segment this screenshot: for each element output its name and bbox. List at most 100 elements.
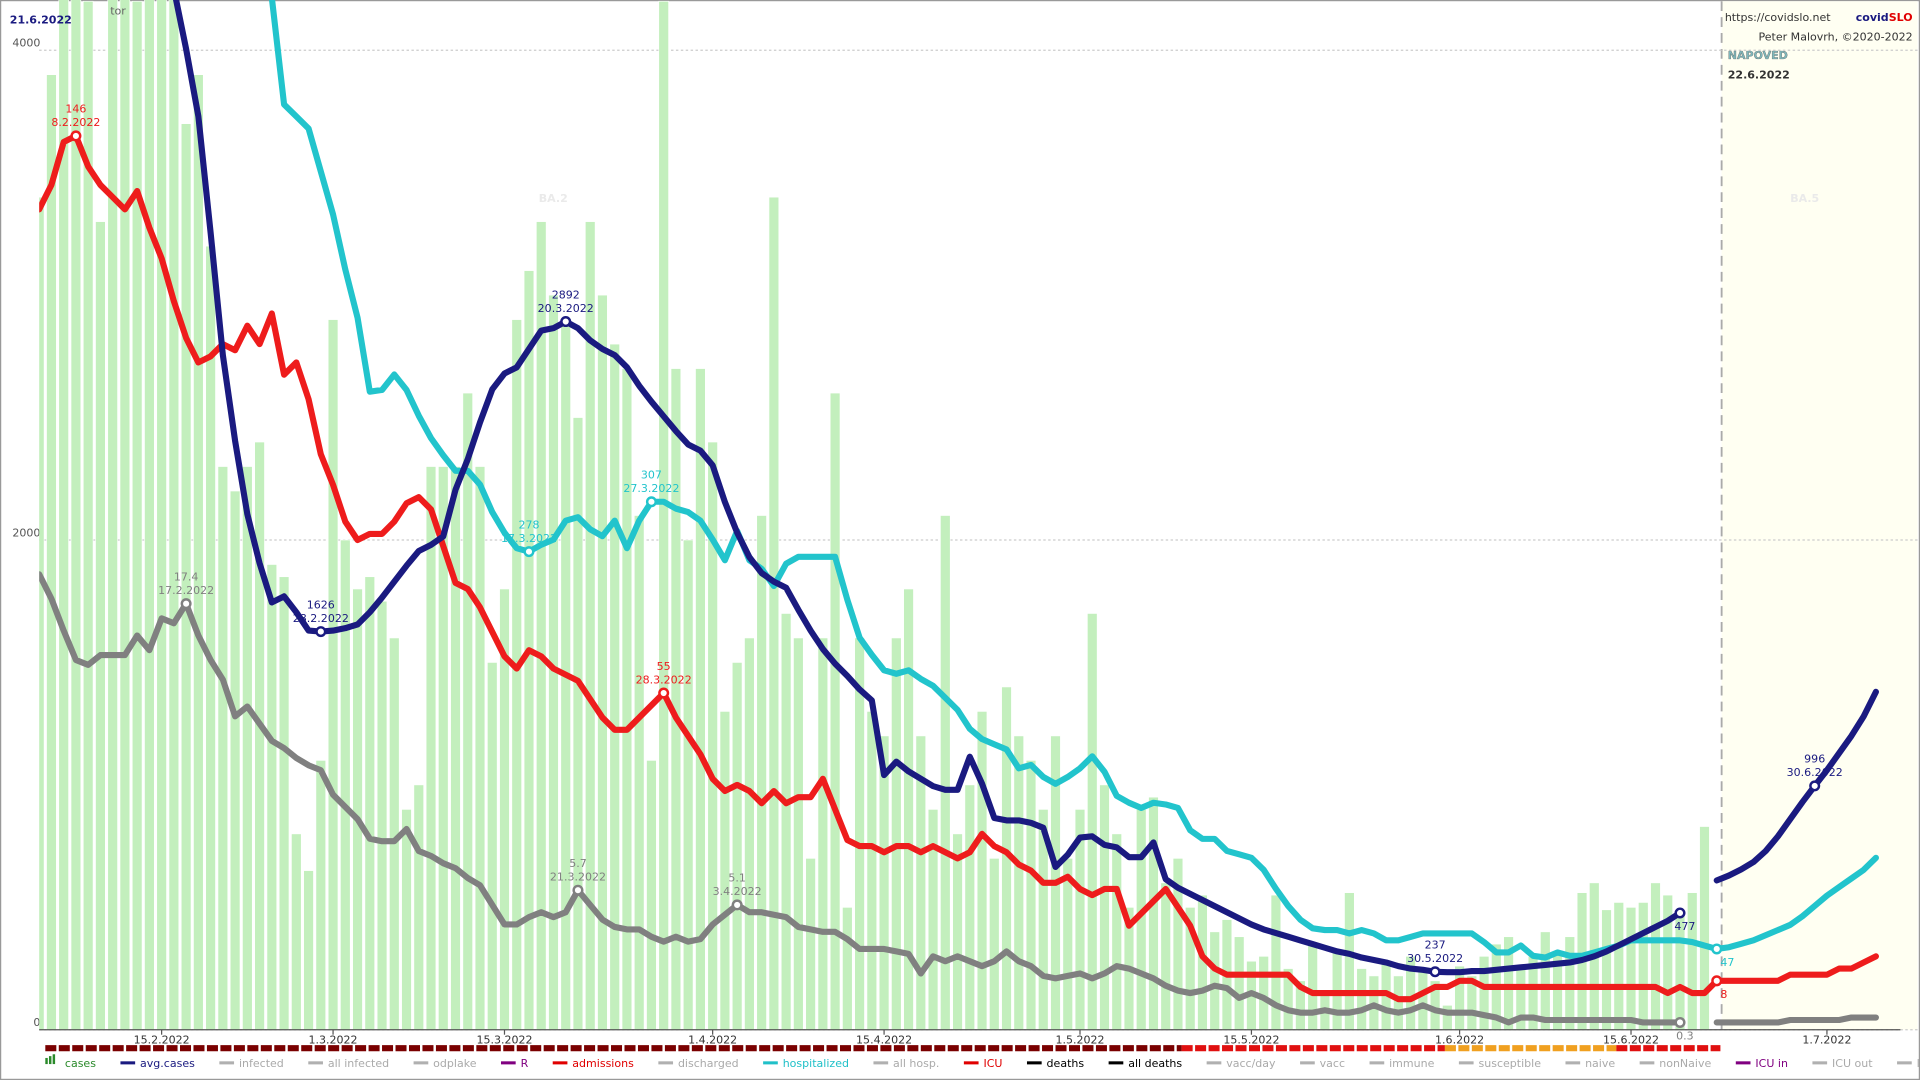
- annotations: 17.417.2.2022 5.721.3.2022 5.13.4.2022 0.3 1…: [51, 103, 1842, 1043]
- annotation-date: 17.3.2022: [501, 532, 557, 545]
- annotation-date: 30.6.2022: [1787, 766, 1843, 779]
- bar: [707, 441, 718, 1030]
- x-ticks: 15.2.2022 1.3.2022 15.3.2022 1.4.2022 15.4.2…: [134, 1029, 1851, 1046]
- legend-swatch: [48, 1056, 52, 1065]
- x-tick-label: 1.7.2022: [1802, 1033, 1851, 1046]
- bar: [1466, 975, 1478, 1030]
- annotation-value: 2892: [552, 288, 580, 301]
- annotation-date: 20.3.2022: [538, 302, 594, 315]
- annotation-value: 1626: [307, 598, 335, 611]
- bar: [1172, 858, 1184, 1030]
- bar: [315, 760, 327, 1030]
- bar: [340, 539, 351, 1030]
- legend-label: admissions: [572, 1057, 634, 1070]
- point-marker: [180, 598, 192, 610]
- bar: [291, 833, 302, 1030]
- point-marker: [1711, 975, 1723, 987]
- bar: [180, 123, 192, 1030]
- x-tick-label: 1.3.2022: [309, 1033, 358, 1046]
- bar: [266, 564, 278, 1030]
- bar: [976, 711, 988, 1030]
- point-marker: [1711, 943, 1723, 955]
- line: [1713, 1014, 1879, 1026]
- annotation-date: 17.2.2022: [158, 584, 214, 597]
- x-tick-label: 15.5.2022: [1223, 1033, 1279, 1046]
- bar: [940, 515, 951, 1030]
- bar: [242, 466, 253, 1030]
- bar: [1160, 882, 1171, 1030]
- point-marker: [560, 316, 572, 328]
- bar: [1099, 784, 1110, 1030]
- x-tick-label: 15.6.2022: [1603, 1033, 1659, 1046]
- bar: [878, 735, 890, 1030]
- bar: [682, 539, 694, 1030]
- end-label: 0.3: [1676, 1030, 1694, 1043]
- bar: [364, 576, 375, 1030]
- bar: [670, 368, 682, 1030]
- brand-part: covid: [1856, 11, 1889, 24]
- point-marker: [572, 884, 584, 896]
- annotation-date: 28.3.2022: [636, 673, 692, 686]
- bar: [1148, 796, 1159, 1030]
- grid: 0 2000 4000: [12, 37, 1918, 1031]
- bar: [866, 711, 878, 1030]
- legend-label: all hosp.: [893, 1057, 939, 1070]
- annotation-date: 28.2.2022: [293, 612, 349, 625]
- bar: [376, 600, 388, 1030]
- bar: [719, 711, 731, 1030]
- legend-label: immune: [1389, 1057, 1434, 1070]
- bar: [1258, 956, 1269, 1030]
- bar: [278, 576, 290, 1030]
- variant-watermark: BA.2: [539, 192, 568, 205]
- forecast-region: [1721, 1, 1918, 1030]
- point-marker: [315, 626, 327, 638]
- annotation-value: 237: [1425, 938, 1446, 951]
- bar: [1638, 902, 1649, 1030]
- bar: [1356, 968, 1367, 1030]
- bar: [842, 907, 853, 1030]
- line: [1713, 688, 1879, 884]
- x-tick-label: 15.2.2022: [134, 1033, 190, 1046]
- legend-label: R: [521, 1057, 529, 1070]
- y-tick-label: 0: [33, 1016, 40, 1029]
- legend-label: all infected: [328, 1057, 389, 1070]
- y-tick-label: 2000: [12, 526, 40, 539]
- annotation-date: 8.2.2022: [51, 116, 100, 129]
- bar: [401, 809, 412, 1030]
- legend-label: discharged: [678, 1057, 739, 1070]
- bar: [1307, 943, 1318, 1030]
- bar: [989, 858, 1000, 1030]
- x-tick-label: 15.3.2022: [476, 1033, 532, 1046]
- bar: [1442, 1005, 1453, 1030]
- bar: [499, 588, 510, 1030]
- bar: [609, 343, 620, 1030]
- annotation-value: 5.7: [569, 857, 587, 870]
- point-marker: [1674, 907, 1686, 919]
- legend-label: cases: [65, 1057, 96, 1070]
- bar: [425, 466, 437, 1030]
- legend-label: naive: [1585, 1057, 1615, 1070]
- lines: [39, 0, 1879, 1026]
- legend-label: susceptible: [1478, 1057, 1541, 1070]
- url: https://covidslo.net: [1725, 11, 1831, 24]
- bar: [82, 0, 94, 1030]
- annotation-value: 8: [1720, 988, 1727, 1001]
- bar: [1405, 956, 1416, 1030]
- legend-label: avg.cases: [140, 1057, 195, 1070]
- point-marker: [70, 130, 82, 142]
- bar: [1393, 975, 1404, 1030]
- legend-label: odplake: [433, 1057, 477, 1070]
- bar: [1344, 892, 1355, 1030]
- bar: [585, 221, 596, 1030]
- bar: [1478, 956, 1490, 1030]
- bar: [658, 0, 669, 1030]
- bar: [193, 74, 204, 1030]
- legend-label: vacc: [1320, 1057, 1345, 1070]
- bar: [352, 588, 363, 1030]
- legend-label: infected: [239, 1057, 284, 1070]
- bar: [1087, 613, 1098, 1030]
- bars: [39, 0, 1710, 1030]
- variant-watermark: BA.5: [1790, 192, 1819, 205]
- bar: [119, 0, 131, 1030]
- point-marker: [731, 899, 743, 911]
